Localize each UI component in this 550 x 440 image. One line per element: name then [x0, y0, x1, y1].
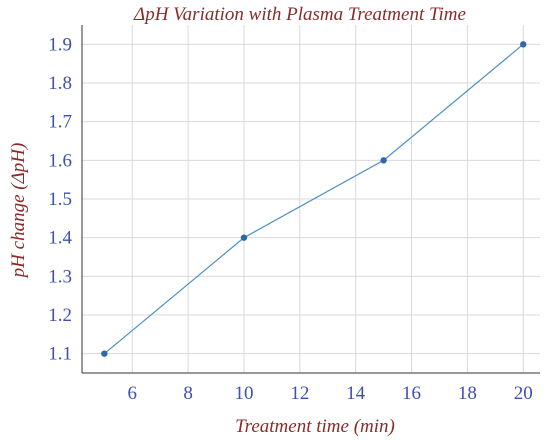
tick-labels: 6 8 10 12 14 16 18 20 1.1 1.2 1.3 1.4 1.5 1.6 1.7 1.8 1.…: [48, 34, 532, 404]
y-tick-label: 1.2: [48, 305, 72, 326]
x-tick-label: 6: [128, 383, 138, 404]
axes: [81, 25, 540, 374]
y-tick-label: 1.1: [48, 344, 72, 365]
grid: [82, 25, 540, 373]
y-axis-label: pH change (ΔpH): [8, 143, 29, 280]
x-tick-label: 14: [346, 383, 366, 404]
data-point: [520, 41, 527, 48]
series-line: [103, 43, 524, 355]
chart-title: ΔpH Variation with Plasma Treatment Time: [133, 4, 466, 25]
x-tick-label: 20: [514, 383, 533, 404]
x-axis-label: Treatment time (min): [235, 416, 395, 437]
series: [101, 41, 527, 357]
data-point: [380, 157, 387, 164]
x-tick-label: 10: [234, 383, 253, 404]
y-tick-label: 1.4: [48, 228, 72, 249]
y-tick-label: 1.3: [48, 266, 72, 287]
y-tick-label: 1.9: [48, 34, 72, 55]
x-tick-label: 8: [183, 383, 193, 404]
y-tick-label: 1.5: [48, 189, 72, 210]
x-tick-label: 12: [290, 383, 309, 404]
y-tick-label: 1.7: [48, 112, 72, 133]
y-tick-label: 1.6: [48, 150, 72, 171]
x-tick-label: 18: [458, 383, 477, 404]
y-tick-label: 1.8: [48, 73, 72, 94]
data-point: [101, 350, 108, 357]
x-tick-label: 16: [402, 383, 421, 404]
data-point: [240, 234, 248, 241]
